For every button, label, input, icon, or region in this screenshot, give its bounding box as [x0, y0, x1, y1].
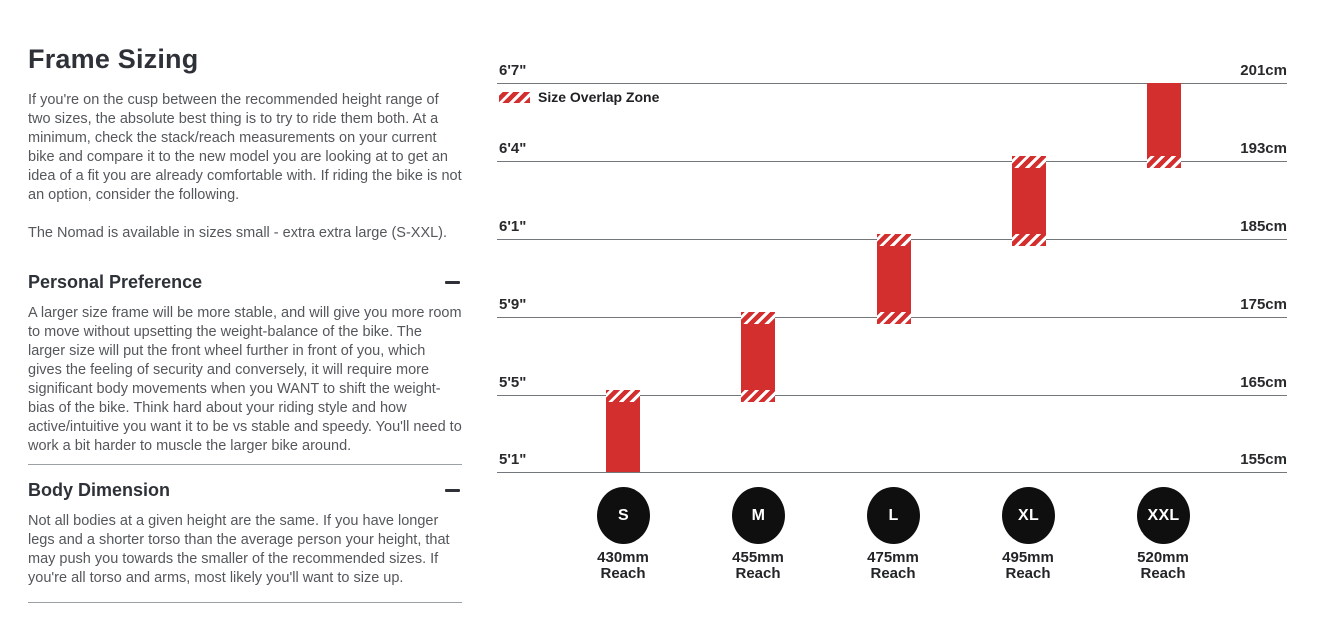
- bar-solid: [741, 324, 775, 390]
- reach-value: 495mm: [1002, 549, 1054, 566]
- size-circle-l: L: [867, 487, 920, 544]
- height-label-cm: 185cm: [1240, 218, 1287, 235]
- intro-paragraph: If you're on the cusp between the recomm…: [28, 92, 462, 203]
- size-circle-s: S: [597, 487, 650, 544]
- reach-value: 430mm: [597, 549, 649, 566]
- bar-solid: [877, 246, 911, 312]
- collapse-minus-icon[interactable]: [445, 281, 460, 284]
- size-letter: S: [618, 506, 629, 524]
- gridline: [497, 161, 1287, 162]
- overlap-zone: [741, 390, 775, 402]
- chart-legend: Size Overlap Zone: [499, 89, 659, 105]
- height-label-ft: 6'1": [499, 218, 527, 235]
- reach-label-xxl: 520mm Reach: [1108, 550, 1218, 581]
- height-label-cm: 175cm: [1240, 296, 1287, 313]
- personal-preference-paragraph: A larger size frame will be more stable,…: [28, 305, 462, 454]
- gridline: [497, 395, 1287, 396]
- height-label-cm: 193cm: [1240, 140, 1287, 157]
- height-label-ft: 6'7": [499, 62, 527, 79]
- size-bar-xxl: [1147, 83, 1181, 168]
- section-divider: [28, 602, 462, 603]
- reach-caption: Reach: [735, 564, 781, 582]
- size-circle-m: M: [732, 487, 785, 544]
- height-label-ft: 5'9": [499, 296, 527, 313]
- availability-note: The Nomad is available in sizes small - …: [28, 225, 448, 241]
- overlap-zone: [741, 312, 775, 324]
- size-letter: M: [751, 506, 766, 524]
- reach-caption: Reach: [1140, 564, 1186, 582]
- reach-label-s: 430mm Reach: [568, 550, 678, 581]
- bar-solid: [1012, 168, 1046, 234]
- section-heading-body-dimension: Body Dimension: [28, 480, 171, 500]
- size-bar-xl: [1012, 156, 1046, 246]
- size-letter: L: [888, 506, 899, 524]
- reach-label-m: 455mm Reach: [703, 550, 813, 581]
- accordion-body-dimension[interactable]: Body Dimension: [28, 480, 462, 501]
- height-label-ft: 6'4": [499, 140, 527, 157]
- reach-label-xl: 495mm Reach: [973, 550, 1083, 581]
- overlap-zone: [1012, 156, 1046, 168]
- section-divider: [28, 464, 462, 465]
- size-letter: XXL: [1147, 506, 1180, 524]
- bar-solid: [606, 402, 640, 472]
- legend-label: Size Overlap Zone: [538, 89, 660, 105]
- reach-label-l: 475mm Reach: [838, 550, 948, 581]
- height-label-ft: 5'5": [499, 374, 527, 391]
- reach-value: 475mm: [867, 549, 919, 566]
- size-circle-xxl: XXL: [1137, 487, 1190, 544]
- height-label-cm: 155cm: [1240, 451, 1287, 468]
- reach-caption: Reach: [600, 564, 646, 582]
- collapse-minus-icon[interactable]: [445, 489, 460, 492]
- body-dimension-paragraph: Not all bodies at a given height are the…: [28, 513, 450, 586]
- overlap-zone: [877, 312, 911, 324]
- gridline: [497, 472, 1287, 473]
- bar-solid: [1147, 83, 1181, 156]
- height-label-ft: 5'1": [499, 451, 527, 468]
- gridline: [497, 83, 1287, 84]
- reach-value: 455mm: [732, 549, 784, 566]
- size-bar-m: [741, 312, 775, 402]
- size-bar-s: [606, 390, 640, 472]
- size-bar-l: [877, 234, 911, 324]
- overlap-zone: [1012, 234, 1046, 246]
- page-title: Frame Sizing: [28, 44, 199, 74]
- reach-value: 520mm: [1137, 549, 1189, 566]
- height-label-cm: 165cm: [1240, 374, 1287, 391]
- sizing-text-column: Frame Sizing If you're on the cusp betwe…: [28, 44, 462, 603]
- overlap-zone: [877, 234, 911, 246]
- reach-caption: Reach: [1005, 564, 1051, 582]
- section-heading-personal-preference: Personal Preference: [28, 272, 203, 292]
- reach-caption: Reach: [870, 564, 916, 582]
- overlap-zone-swatch-icon: [499, 91, 530, 103]
- size-letter: XL: [1017, 506, 1040, 524]
- height-label-cm: 201cm: [1240, 62, 1287, 79]
- size-circle-xl: XL: [1002, 487, 1055, 544]
- overlap-zone: [606, 390, 640, 402]
- accordion-personal-preference[interactable]: Personal Preference: [28, 272, 462, 293]
- overlap-zone: [1147, 156, 1181, 168]
